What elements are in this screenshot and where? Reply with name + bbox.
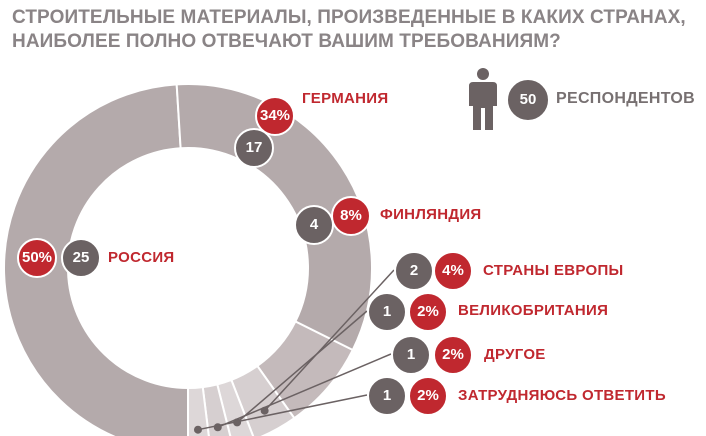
uk-count-badge: 1 <box>367 292 407 332</box>
chart-title: СТРОИТЕЛЬНЫЕ МАТЕРИАЛЫ, ПРОИЗВЕДЕННЫЕ В … <box>12 6 702 54</box>
title-line-1: СТРОИТЕЛЬНЫЕ МАТЕРИАЛЫ, ПРОИЗВЕДЕННЫЕ В … <box>12 7 686 28</box>
unsure-label: ЗАТРУДНЯЮСЬ ОТВЕТИТЬ <box>458 387 666 404</box>
respondents-count-badge: 50 <box>506 78 550 122</box>
europe-count-badge: 2 <box>394 251 434 291</box>
russia-label: РОССИЯ <box>108 249 175 266</box>
unsure-count-badge: 1 <box>367 376 407 416</box>
leader-line-5 <box>217 353 392 428</box>
uk-percent-badge: 2% <box>408 292 448 332</box>
russia-count-badge: 25 <box>61 238 101 278</box>
person-icon <box>469 68 497 130</box>
other-count-badge: 1 <box>391 335 431 375</box>
uk-label: ВЕЛИКОБРИТАНИЯ <box>458 302 609 319</box>
germany-label: ГЕРМАНИЯ <box>302 90 389 107</box>
leader-line-3 <box>264 269 395 412</box>
finland-count-badge: 4 <box>294 205 334 245</box>
leader-dot-6 <box>193 425 202 434</box>
leader-line-6 <box>197 394 368 431</box>
europe-percent-badge: 4% <box>433 251 473 291</box>
unsure-percent-badge: 2% <box>408 376 448 416</box>
russia-percent-badge: 50% <box>17 238 57 278</box>
germany-percent-badge: 34% <box>255 96 295 136</box>
leader-line-4 <box>236 310 368 423</box>
finland-percent-badge: 8% <box>331 196 371 236</box>
finland-label: ФИНЛЯНДИЯ <box>380 206 482 223</box>
germany-count-badge: 17 <box>234 128 274 168</box>
title-line-2: НАИБОЛЕЕ ПОЛНО ОТВЕЧАЮТ ВАШИМ ТРЕБОВАНИЯ… <box>12 31 561 52</box>
donut-slice-6 <box>187 385 210 436</box>
respondents-label: РЕСПОНДЕНТОВ <box>556 90 695 107</box>
other-label: ДРУГОЕ <box>484 346 546 363</box>
donut-slice-0 <box>3 83 189 436</box>
other-percent-badge: 2% <box>433 335 473 375</box>
europe-label: СТРАНЫ ЕВРОПЫ <box>483 262 624 279</box>
